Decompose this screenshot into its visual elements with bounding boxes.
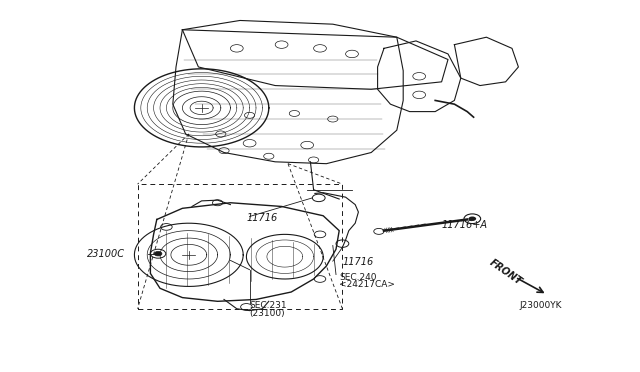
Text: SEC.231: SEC.231 bbox=[250, 301, 287, 310]
Text: SEC.240: SEC.240 bbox=[339, 273, 377, 282]
Text: 11716: 11716 bbox=[342, 257, 374, 267]
Text: 23100C: 23100C bbox=[87, 249, 125, 259]
Text: <24217CA>: <24217CA> bbox=[339, 280, 396, 289]
Text: 11716+A: 11716+A bbox=[442, 220, 488, 230]
Text: J23000YK: J23000YK bbox=[520, 301, 562, 310]
Text: 11716: 11716 bbox=[246, 213, 278, 222]
Text: FRONT: FRONT bbox=[488, 257, 524, 287]
Circle shape bbox=[468, 217, 476, 221]
Text: (23100): (23100) bbox=[250, 309, 285, 318]
Circle shape bbox=[154, 251, 162, 256]
